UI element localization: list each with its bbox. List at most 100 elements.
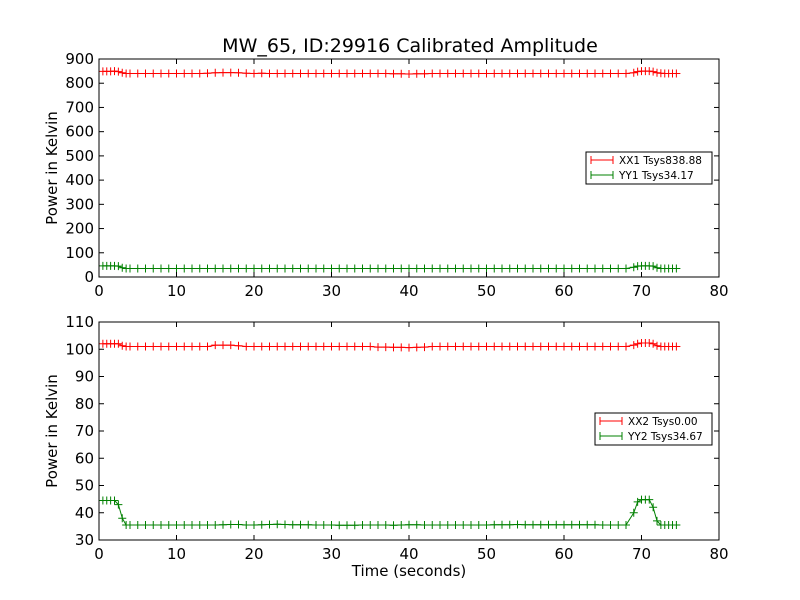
series-2-marker xyxy=(405,520,413,529)
series-1-marker xyxy=(529,69,537,78)
series-2-marker xyxy=(203,521,212,530)
series-1-marker xyxy=(436,342,444,351)
series-2-marker xyxy=(126,521,134,530)
series-1-marker xyxy=(114,339,123,348)
series-2-marker xyxy=(536,264,545,273)
series-1-marker xyxy=(498,69,506,78)
legend: XX2 Tsys0.00 YY2 Tsys34.67 xyxy=(594,412,713,446)
series-1-marker xyxy=(281,69,289,78)
series-1-marker xyxy=(366,69,375,78)
series-1-marker xyxy=(157,69,165,78)
series-2-marker xyxy=(304,264,313,273)
series-2-marker xyxy=(505,520,514,529)
series-2-marker xyxy=(226,520,235,529)
series-1-marker xyxy=(397,69,406,78)
series-1-marker xyxy=(250,342,258,351)
series-1-marker xyxy=(420,69,429,78)
series-2-marker xyxy=(366,521,375,530)
series-1-marker xyxy=(381,69,390,78)
series-1-marker xyxy=(273,342,282,351)
series-2-marker xyxy=(219,264,227,273)
x-tick-label: 70 xyxy=(632,282,651,300)
series-2-marker xyxy=(529,264,537,273)
series-2-marker xyxy=(312,521,320,530)
series-1-marker xyxy=(474,342,483,351)
series-2-marker xyxy=(412,520,421,529)
series-1-marker xyxy=(203,69,212,78)
series-1-marker xyxy=(629,341,638,350)
series-1-marker xyxy=(459,342,468,351)
series-2-marker xyxy=(273,264,282,273)
series-1-marker xyxy=(126,69,134,78)
x-tick-label: 30 xyxy=(322,545,341,563)
series-1-marker xyxy=(649,67,658,76)
series-2-marker xyxy=(560,264,568,273)
series-1-marker xyxy=(374,343,382,352)
series-2-marker xyxy=(281,520,289,529)
series-2-marker xyxy=(265,264,274,273)
series-1-marker xyxy=(513,342,522,351)
series-2-marker xyxy=(281,264,289,273)
series-1-marker xyxy=(133,69,142,78)
series-1-marker xyxy=(288,69,297,78)
series-2-marker xyxy=(649,503,658,512)
series-1-marker xyxy=(552,69,561,78)
subplot-top: 0 10 20 30 40 50 60 70 8001002003004005006007008… xyxy=(43,50,729,300)
y-tick-label: 600 xyxy=(65,123,94,141)
series-2-marker xyxy=(645,495,654,504)
series-2-marker xyxy=(451,264,460,273)
series-2-marker xyxy=(606,264,615,273)
series-1-marker xyxy=(319,69,328,78)
series-1-marker xyxy=(405,343,413,352)
series-2-marker xyxy=(521,264,530,273)
series-1-marker xyxy=(234,68,243,77)
legend-label: XX1 Tsys838.88 xyxy=(619,155,702,167)
y-tick-label: 50 xyxy=(75,477,94,495)
series-1-marker xyxy=(428,69,437,78)
series-2-marker xyxy=(583,264,592,273)
series-2-marker xyxy=(242,521,251,530)
y-tick-label: 0 xyxy=(84,268,94,286)
x-axis-label: Time (seconds) xyxy=(351,562,467,580)
series-1-marker xyxy=(226,68,235,77)
series-1-marker xyxy=(296,342,305,351)
series-2-marker xyxy=(335,521,344,530)
series-1-marker xyxy=(327,69,336,78)
legend-marker xyxy=(599,432,623,440)
series-1-marker xyxy=(149,69,158,78)
series-1-marker xyxy=(467,69,475,78)
y-tick-label: 110 xyxy=(65,313,94,331)
series-2-marker xyxy=(397,264,406,273)
series-2-marker xyxy=(436,521,444,530)
x-tick-label: 50 xyxy=(477,545,496,563)
series-2-marker xyxy=(110,496,119,505)
series-2-marker xyxy=(649,262,658,271)
legend-label: YY2 Tsys34.67 xyxy=(627,431,703,443)
series-1-marker xyxy=(428,342,437,351)
series-1-marker xyxy=(536,342,545,351)
series-1-marker xyxy=(381,343,390,352)
series-1-marker xyxy=(451,69,460,78)
series-2-marker xyxy=(443,521,452,530)
series-2-marker xyxy=(114,262,123,271)
series-1-marker xyxy=(358,342,367,351)
series-2-marker xyxy=(118,514,127,523)
series-2-marker xyxy=(343,521,351,530)
series-2-marker xyxy=(312,264,320,273)
series-1-marker xyxy=(219,341,227,350)
series-1-marker xyxy=(211,341,220,350)
series-2-marker xyxy=(614,521,623,530)
y-tick-label: 80 xyxy=(75,395,94,413)
series-1-marker xyxy=(490,342,499,351)
series-2-marker xyxy=(513,264,522,273)
series-1-marker xyxy=(482,342,491,351)
series-1-marker xyxy=(575,342,584,351)
series-2-marker xyxy=(505,264,514,273)
series-2-marker xyxy=(358,521,367,530)
series-1-marker xyxy=(544,69,553,78)
series-2-marker xyxy=(389,521,398,530)
series-2-marker xyxy=(164,521,173,530)
series-2-marker xyxy=(157,264,165,273)
series-2-marker xyxy=(622,264,630,273)
series-1-marker xyxy=(622,69,630,78)
